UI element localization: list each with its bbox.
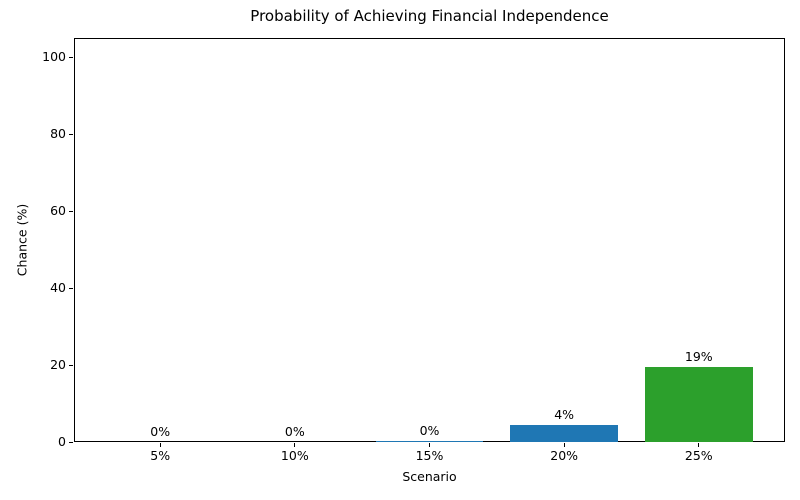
bar[interactable]: [644, 367, 753, 442]
y-tick-label: 40: [50, 280, 66, 296]
x-tick-label: 20%: [550, 448, 579, 463]
y-tick-mark: [69, 133, 73, 135]
x-axis-label: Scenario: [402, 469, 457, 484]
y-tick-mark: [69, 287, 73, 289]
y-tick-label: 20: [50, 357, 66, 373]
y-tick-mark: [69, 210, 73, 212]
y-tick-label: 0: [58, 434, 66, 449]
x-tick-mark: [159, 443, 161, 447]
y-tick-label: 60: [50, 203, 66, 219]
bar[interactable]: [375, 440, 484, 442]
chart-title: Probability of Achieving Financial Indep…: [250, 7, 609, 25]
y-tick-label: 80: [50, 126, 66, 142]
bar-value-label: 0%: [419, 422, 440, 438]
x-tick-label: 10%: [280, 448, 309, 463]
bar-value-label: 19%: [684, 349, 713, 365]
x-tick-label: 25%: [684, 448, 713, 463]
x-tick-mark: [294, 443, 296, 447]
x-tick-label: 5%: [150, 448, 171, 463]
x-tick-label: 15%: [415, 448, 444, 463]
bar[interactable]: [510, 425, 618, 442]
bar-value-label: 0%: [150, 424, 171, 439]
x-tick-mark: [698, 443, 700, 447]
bar-value-label: 4%: [554, 407, 575, 423]
y-tick-mark: [69, 56, 73, 58]
y-tick-mark: [69, 364, 73, 366]
y-tick-mark: [69, 441, 73, 443]
x-tick-mark: [429, 443, 430, 447]
y-tick-label: 100: [42, 49, 66, 65]
bar-value-label: 0%: [284, 424, 305, 439]
x-tick-mark: [563, 443, 565, 447]
